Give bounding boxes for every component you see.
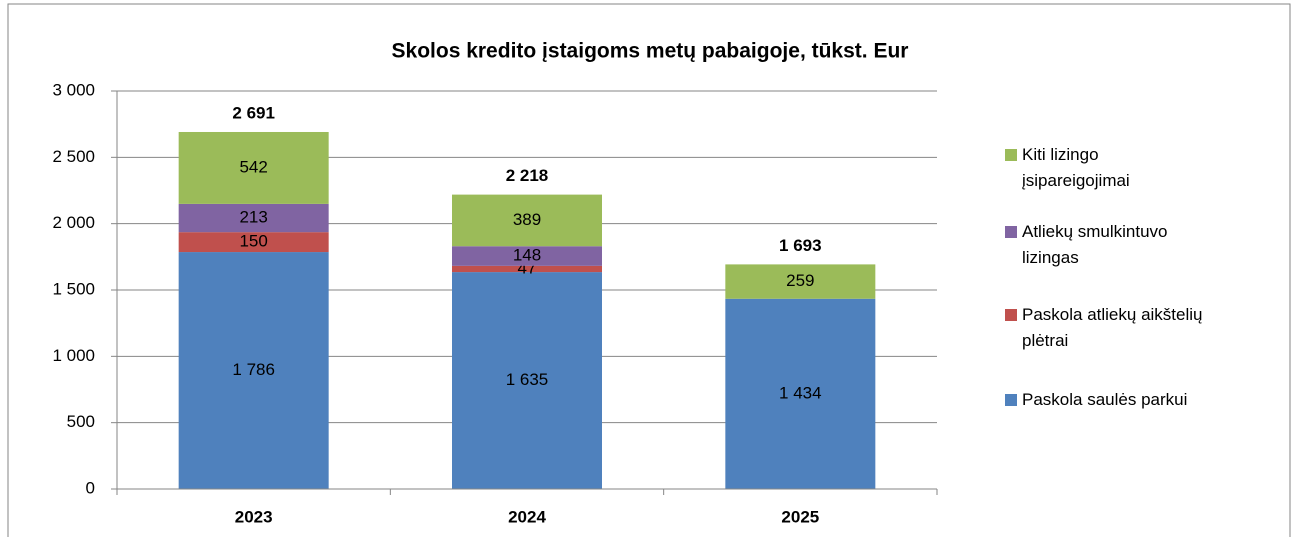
total-label: 2 691 — [232, 103, 275, 122]
value-label: 259 — [786, 271, 814, 290]
total-label: 1 693 — [779, 236, 822, 255]
bar-segment — [452, 272, 602, 489]
x-tick-label: 2023 — [235, 507, 273, 526]
value-label: 148 — [513, 246, 541, 265]
chart-title: Skolos kredito įstaigoms metų pabaigoje,… — [392, 40, 909, 63]
x-tick-label: 2024 — [508, 507, 546, 526]
x-tick-label: 2025 — [781, 507, 819, 526]
bar-segment — [178, 232, 329, 253]
legend-swatch — [1005, 226, 1017, 238]
bar-segment — [452, 265, 602, 273]
y-tick-label: 1 500 — [52, 279, 95, 298]
value-label: 1 635 — [506, 370, 549, 389]
bar-segment — [178, 252, 329, 489]
value-label: 542 — [239, 157, 267, 176]
y-tick-label: 0 — [86, 478, 95, 497]
value-label: 1 786 — [232, 360, 275, 379]
y-tick-label: 2 500 — [52, 147, 95, 166]
total-label: 2 218 — [506, 166, 549, 185]
legend-label: Atliekų smulkintuvo lizingas — [1022, 222, 1168, 267]
bar-segment — [725, 264, 876, 299]
bar-segment — [452, 246, 602, 266]
bar-segment — [178, 131, 329, 204]
y-tick-label: 2 000 — [52, 213, 95, 232]
legend-label: Kiti lizingo įsipareigojimai — [1022, 145, 1130, 190]
value-label: 150 — [239, 232, 267, 251]
legend-swatch — [1005, 149, 1017, 161]
y-tick-label: 3 000 — [52, 80, 95, 99]
bar-segment — [178, 203, 329, 233]
value-label: 389 — [513, 210, 541, 229]
value-label: 1 434 — [779, 383, 822, 402]
legend-swatch — [1005, 394, 1017, 406]
y-tick-label: 1 000 — [52, 346, 95, 365]
legend-label: Paskola atliekų aikštelių plėtrai — [1022, 305, 1203, 350]
legend-label: Paskola saulės parkui — [1022, 390, 1188, 409]
y-tick-label: 500 — [67, 412, 95, 431]
bar-segment — [452, 194, 602, 247]
value-label: 213 — [239, 208, 267, 227]
legend-swatch — [1005, 309, 1017, 321]
bar-segment — [725, 298, 876, 489]
